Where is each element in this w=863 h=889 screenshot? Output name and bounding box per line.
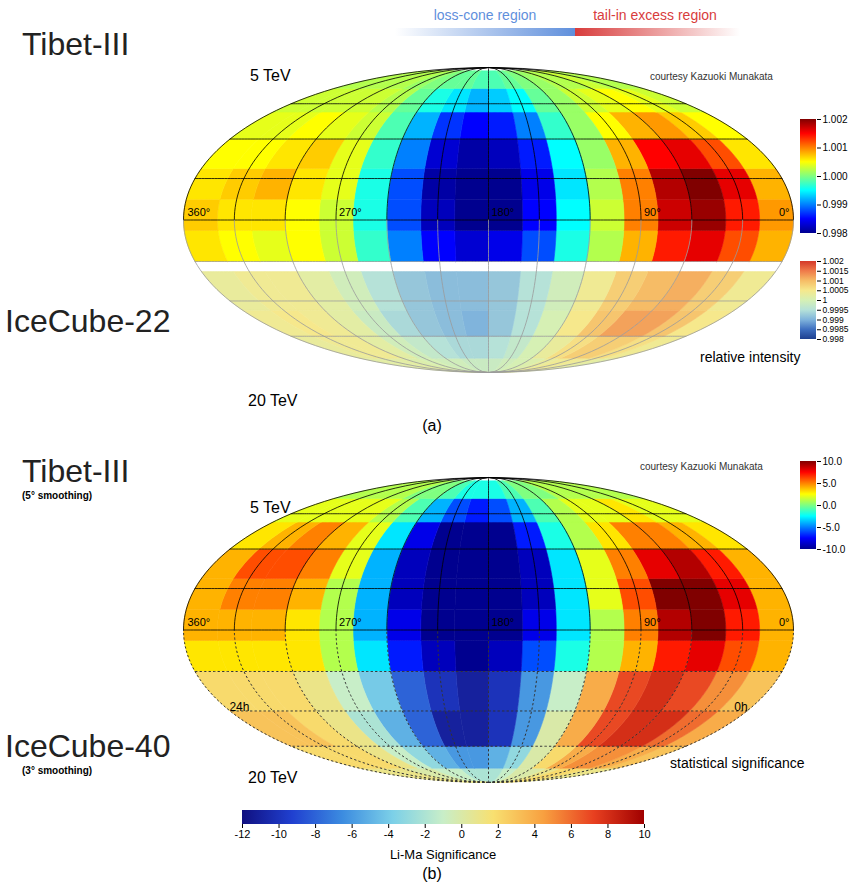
svg-text:180°: 180° <box>492 206 515 218</box>
svg-text:1.001: 1.001 <box>823 276 845 286</box>
html-text:5 TeV: 5 TeV <box>250 499 291 516</box>
svg-text:-5.0: -5.0 <box>823 522 841 533</box>
html-text:20 TeV: 20 TeV <box>248 392 298 409</box>
html-text:courtesy Kazuoki Munakata: courtesy Kazuoki Munakata <box>640 461 763 472</box>
svg-text:-6: -6 <box>347 828 357 840</box>
svg-text:0.999: 0.999 <box>823 315 845 325</box>
svg-text:-8: -8 <box>311 828 321 840</box>
svg-text:0°: 0° <box>779 616 790 628</box>
svg-text:1.002: 1.002 <box>823 256 845 266</box>
svg-text:0.998: 0.998 <box>823 228 848 239</box>
svg-text:0.0: 0.0 <box>823 500 837 511</box>
svg-text:1: 1 <box>823 295 828 305</box>
html-text:(3° smoothing): (3° smoothing) <box>22 765 93 776</box>
svg-text:-10.0: -10.0 <box>823 544 846 555</box>
svg-text:270°: 270° <box>339 616 362 628</box>
html-text:(5° smoothing): (5° smoothing) <box>22 490 93 501</box>
svg-text:1.002: 1.002 <box>823 114 848 125</box>
html-text:Tibet-III: Tibet-III <box>22 26 130 62</box>
svg-text:1.001: 1.001 <box>823 142 848 153</box>
svg-text:1.0015: 1.0015 <box>823 266 849 276</box>
html-text:Tibet-III: Tibet-III <box>22 453 130 489</box>
html-text:statistical significance: statistical significance <box>670 755 805 771</box>
html-text:tail-in excess region: tail-in excess region <box>593 7 717 23</box>
svg-text:8: 8 <box>605 828 611 840</box>
svg-text:2: 2 <box>495 828 501 840</box>
svg-text:1.0005: 1.0005 <box>823 285 849 295</box>
svg-text:180°: 180° <box>492 616 515 628</box>
svg-text:-12: -12 <box>235 828 251 840</box>
html-text:(a): (a) <box>422 417 442 434</box>
svg-text:90°: 90° <box>644 206 661 218</box>
svg-text:4: 4 <box>532 828 538 840</box>
svg-text:0°: 0° <box>779 206 790 218</box>
html-text:5 TeV: 5 TeV <box>250 67 291 84</box>
html-text:IceCube-40: IceCube-40 <box>5 728 171 764</box>
svg-text:360°: 360° <box>188 616 211 628</box>
svg-text:-10: -10 <box>271 828 287 840</box>
svg-text:270°: 270° <box>339 206 362 218</box>
svg-text:0.9995: 0.9995 <box>823 305 849 315</box>
html-text:courtesy Kazuoki Munakata: courtesy Kazuoki Munakata <box>650 71 773 82</box>
svg-text:6: 6 <box>568 828 574 840</box>
svg-text:0h: 0h <box>734 700 747 714</box>
html-text:relative intensity: relative intensity <box>700 349 801 365</box>
html-text:20 TeV: 20 TeV <box>248 769 298 786</box>
svg-text:-4: -4 <box>384 828 394 840</box>
html-text:(b): (b) <box>422 865 442 882</box>
html-text:IceCube-22: IceCube-22 <box>5 303 171 339</box>
html-text:Li-Ma Significance: Li-Ma Significance <box>389 847 497 862</box>
svg-text:24h: 24h <box>229 700 249 714</box>
svg-text:0.998: 0.998 <box>823 334 845 344</box>
svg-text:0.9985: 0.9985 <box>823 324 849 334</box>
svg-text:0: 0 <box>459 828 465 840</box>
svg-text:-2: -2 <box>420 828 430 840</box>
html-text:loss-cone region: loss-cone region <box>433 7 537 23</box>
svg-text:0.999: 0.999 <box>823 199 848 210</box>
svg-text:10: 10 <box>638 828 650 840</box>
svg-text:5.0: 5.0 <box>823 478 837 489</box>
svg-text:10.0: 10.0 <box>823 456 843 467</box>
svg-text:1.000: 1.000 <box>823 171 848 182</box>
svg-text:90°: 90° <box>644 616 661 628</box>
svg-text:360°: 360° <box>188 206 211 218</box>
